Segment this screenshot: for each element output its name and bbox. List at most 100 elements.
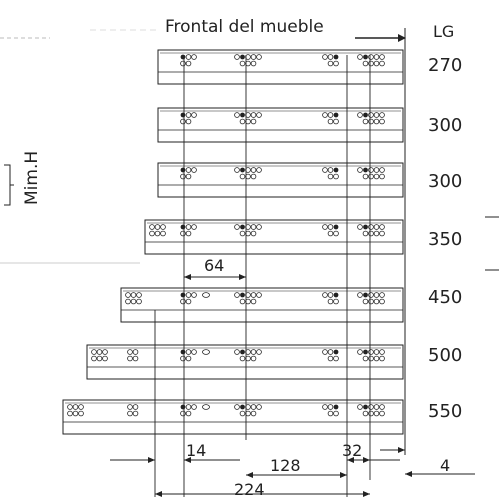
rail	[86, 344, 404, 380]
dimension-arrow	[347, 457, 354, 463]
hole-open	[185, 60, 192, 67]
hole-open	[256, 54, 262, 60]
drawing-title: Frontal del mueble	[165, 17, 324, 37]
hole-open	[256, 112, 262, 118]
hole-open	[239, 410, 246, 417]
hole-open	[373, 230, 380, 237]
hole-open	[256, 224, 262, 230]
hole-open	[322, 167, 328, 173]
hole-open	[132, 349, 139, 355]
hole-open	[322, 112, 328, 118]
hole-open	[250, 349, 257, 355]
hole-open	[160, 230, 166, 237]
hole-open	[102, 349, 108, 355]
hole-open	[379, 118, 385, 125]
hole-open	[102, 355, 108, 362]
hole-open	[357, 224, 363, 230]
hole-open	[333, 60, 339, 67]
hole-filled	[180, 404, 186, 410]
hole-open	[130, 292, 137, 298]
rail-body	[120, 287, 404, 323]
rail-body	[86, 344, 404, 380]
hole-open	[191, 404, 197, 410]
hole-open	[368, 404, 374, 410]
hole-open	[239, 355, 246, 362]
hole-open	[373, 349, 380, 355]
lg-column-header: LG	[433, 22, 455, 41]
hole-open	[250, 404, 257, 410]
hole-open	[327, 224, 334, 230]
rail-length-label: 300	[428, 115, 463, 136]
hole-filled	[333, 224, 339, 230]
hole-open	[191, 349, 197, 355]
hole-open	[234, 292, 240, 298]
hole-open	[379, 224, 385, 230]
rail-length-label: 350	[428, 229, 463, 250]
dimension-128: 128	[270, 456, 301, 475]
hole-open	[368, 112, 374, 118]
hole-open	[136, 292, 142, 298]
hole-open	[379, 230, 385, 237]
hole-open	[333, 410, 339, 417]
hole-open	[250, 173, 257, 180]
hole-open	[180, 118, 186, 125]
hole-filled	[363, 54, 368, 60]
hole-open	[373, 173, 380, 180]
hole-open	[185, 298, 192, 305]
hole-open	[256, 292, 262, 298]
hole-open	[373, 54, 380, 60]
rail-body	[62, 399, 404, 435]
rail	[157, 49, 404, 85]
hole-open	[185, 410, 192, 417]
dimension-arrow	[148, 457, 155, 463]
hole-open	[234, 112, 240, 118]
hole-open	[322, 349, 328, 355]
hole-open	[250, 60, 257, 67]
hole-filled	[180, 292, 186, 298]
hole-open	[180, 410, 186, 417]
hole-open	[256, 404, 262, 410]
hole-open	[373, 410, 380, 417]
hole-open	[379, 173, 385, 180]
hole-open	[185, 355, 192, 362]
hole-open	[127, 410, 133, 417]
hole-open	[379, 54, 385, 60]
hole-open	[333, 355, 339, 362]
hole-open	[379, 292, 385, 298]
hole-open	[132, 355, 139, 362]
hole-filled	[240, 167, 245, 173]
hole-open	[357, 349, 363, 355]
hole-open	[357, 54, 363, 60]
hole-open	[132, 410, 139, 417]
hole-open	[67, 404, 73, 410]
hole-open	[185, 173, 192, 180]
hole-open	[373, 167, 380, 173]
hole-open	[368, 118, 374, 125]
hole-open	[185, 54, 192, 60]
dimension-arrow	[155, 491, 162, 497]
hole-open	[327, 118, 334, 125]
rail	[157, 162, 404, 198]
hole-open	[327, 54, 334, 60]
hole-open	[362, 355, 369, 362]
hole-open	[368, 230, 374, 237]
hole-open	[185, 349, 192, 355]
hole-slot	[202, 349, 210, 355]
hole-open	[333, 230, 339, 237]
hole-open	[362, 410, 369, 417]
hole-open	[239, 60, 246, 67]
dimension-arrow	[398, 447, 405, 453]
dimension-arrow	[340, 472, 347, 478]
hole-open	[373, 298, 380, 305]
hole-filled	[333, 112, 339, 118]
hole-open	[136, 298, 142, 305]
hole-open	[357, 404, 363, 410]
hole-filled	[180, 112, 186, 118]
hole-open	[239, 298, 246, 305]
hole-open	[149, 230, 155, 237]
hole-open	[333, 173, 339, 180]
hole-open	[327, 292, 334, 298]
hole-open	[379, 112, 385, 118]
hole-open	[327, 410, 334, 417]
hole-open	[357, 292, 363, 298]
